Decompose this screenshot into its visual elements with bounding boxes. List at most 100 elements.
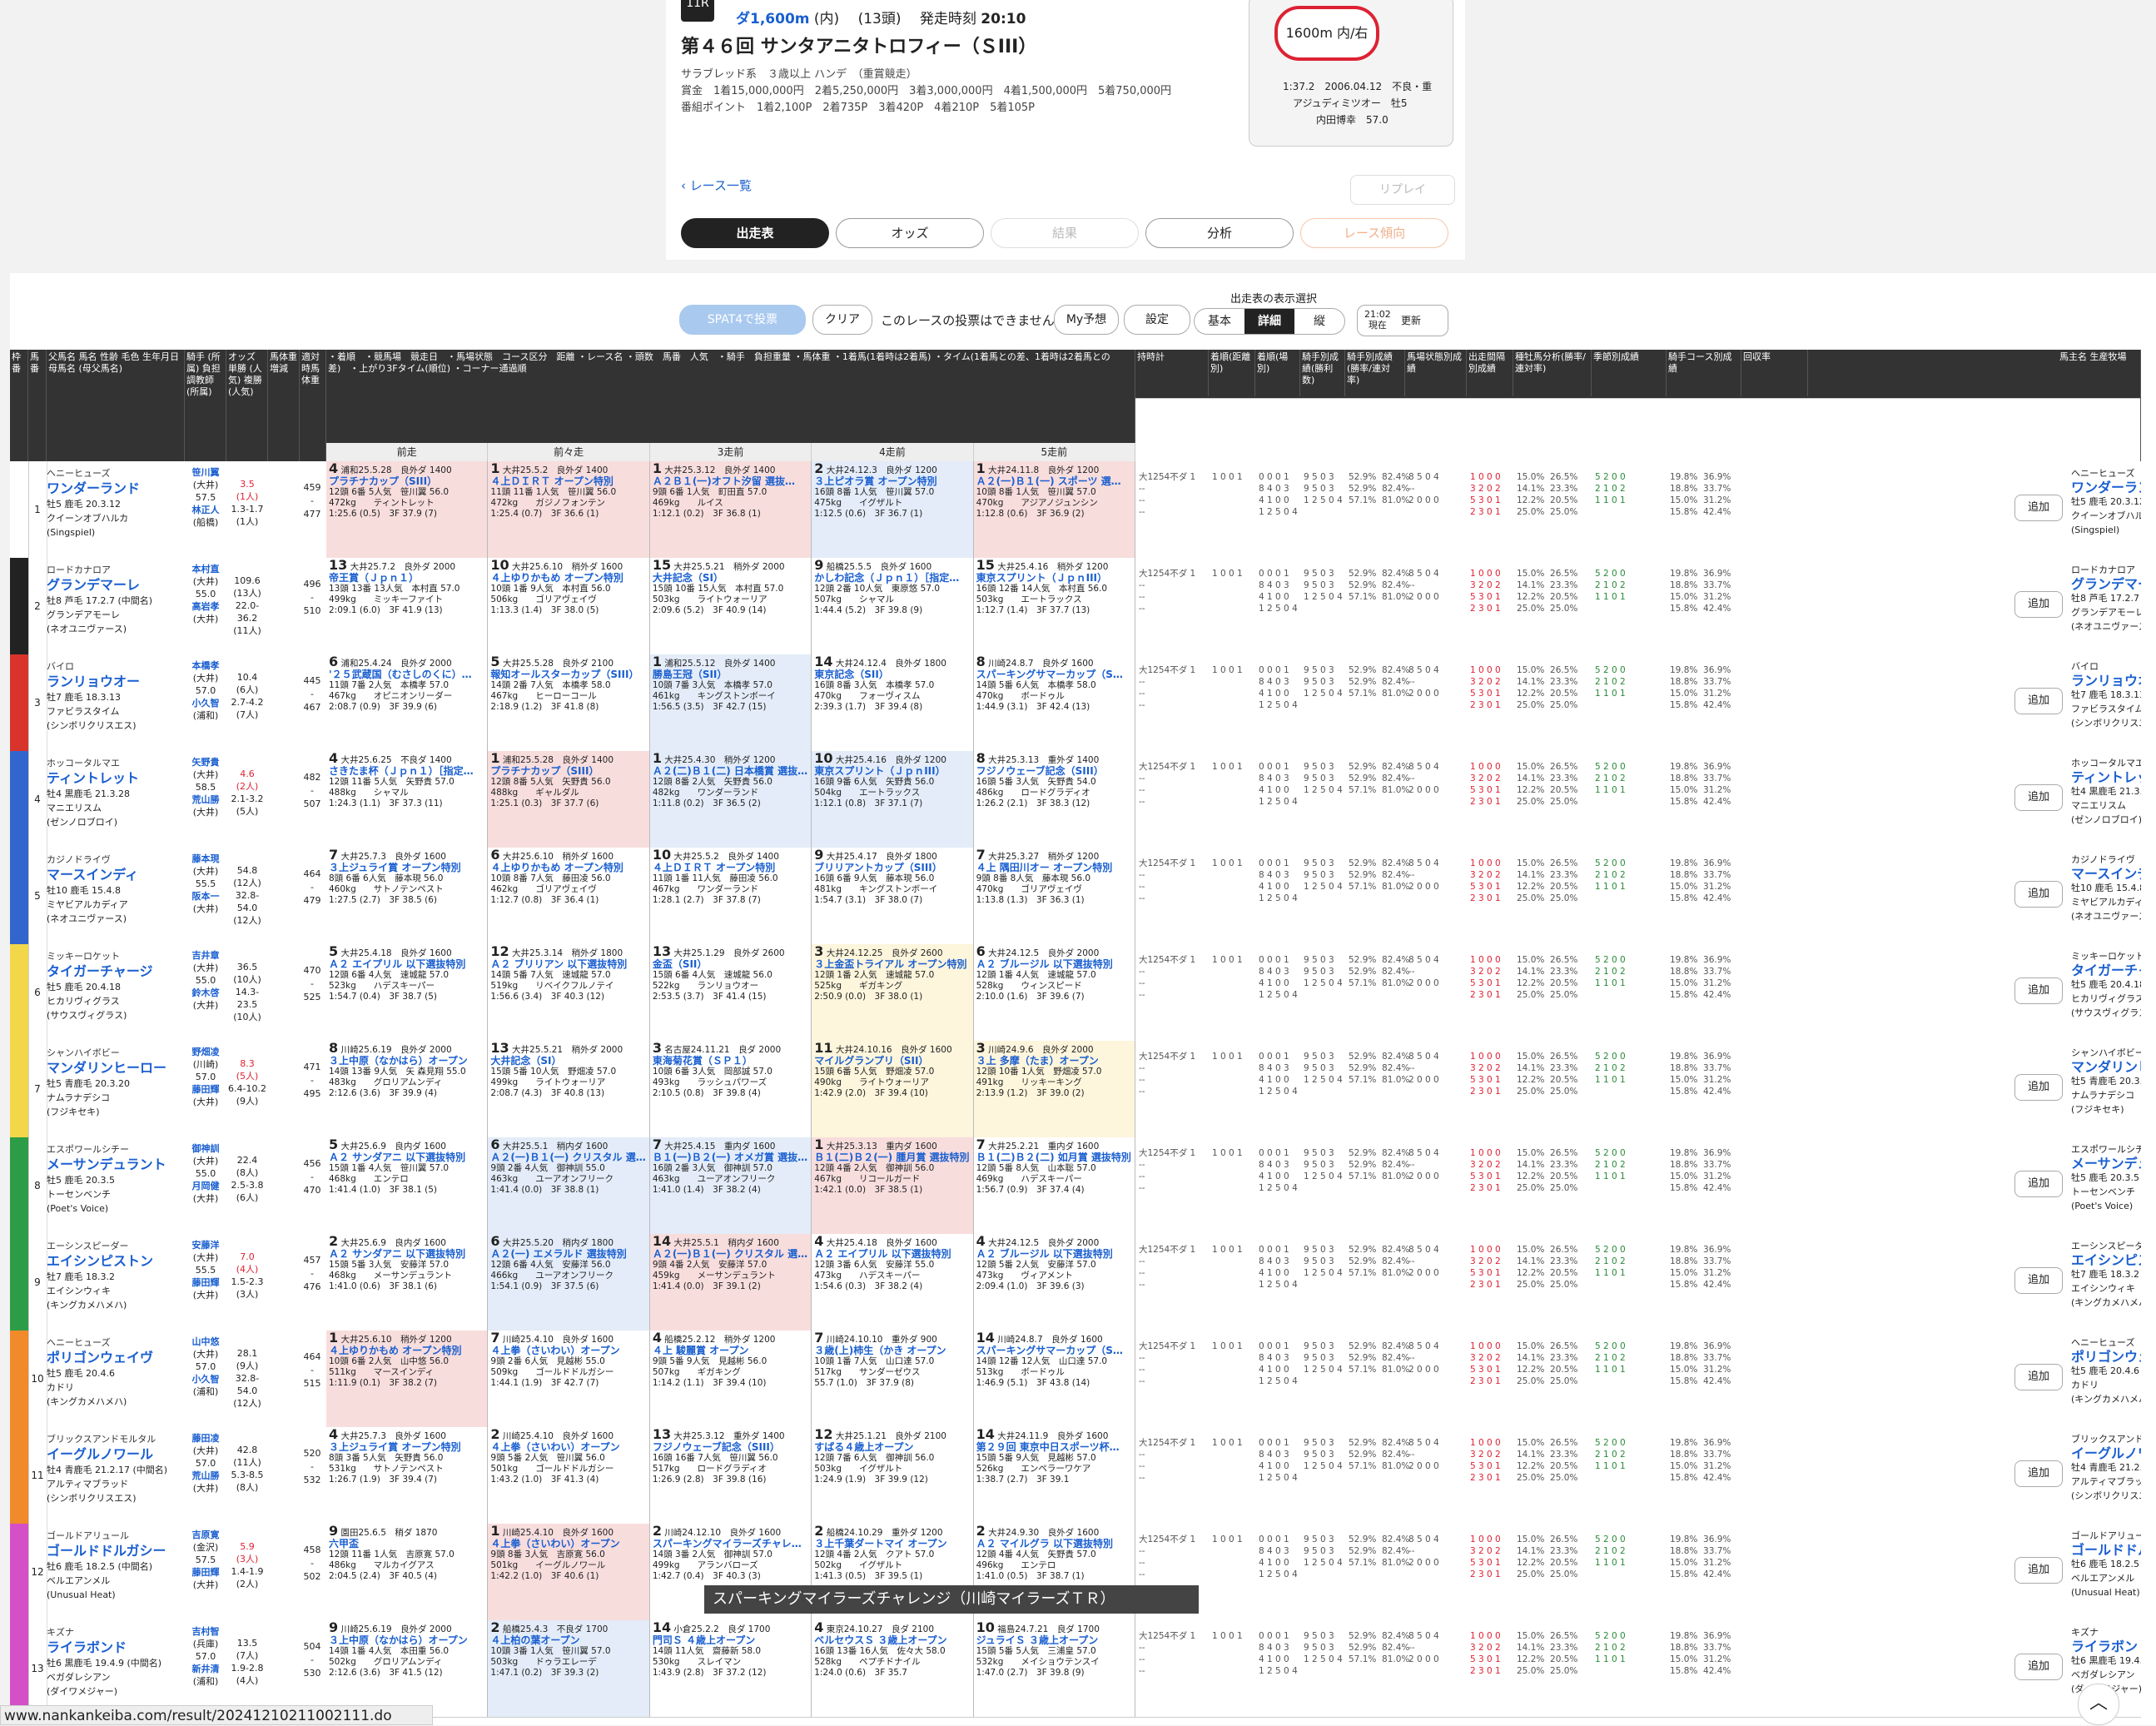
jockey-link[interactable]: 藤本現 <box>191 853 220 864</box>
past-race-cell[interactable]: 7 大井25.4.15 重内ダ 1600 Ｂ１(一)Ｂ２(一) オメガ賞 選抜…… <box>649 1137 812 1234</box>
past-race-name[interactable]: マイルグランプリ（SII） <box>814 1055 929 1067</box>
past-race-name[interactable]: フジノウェーブ記念（SIII） <box>976 765 1104 777</box>
past-race-cell[interactable]: 6 大井25.6.10 稍外ダ 1600 ４上ゆりかもめ オープン特別 10頭 … <box>488 848 650 944</box>
display-basic[interactable]: 基本 <box>1208 315 1231 328</box>
past-race-cell[interactable]: 10 大井25.5.2 良外ダ 1400 ４上ＤＩＲＴ オープン特別 11頭 1… <box>650 848 812 944</box>
past-race-cell[interactable]: 5 大井25.4.18 良外ダ 1600 Ａ２ エイプリル 以下選抜特別 12頭… <box>326 944 489 1041</box>
horse-name-link[interactable]: ランリョウオー <box>47 674 141 689</box>
jockey-link[interactable]: 藤田凌 <box>191 1433 220 1444</box>
replay-button[interactable]: リプレイ <box>1350 175 1455 205</box>
past-race-cell[interactable]: 4 東京24.10.27 良ダ 2100 ベルセウスＳ ３歳上オープン 16頭 … <box>812 1620 974 1717</box>
past-race-cell[interactable]: 9 大井25.4.17 良外ダ 1800 ブリリアントカップ（SIII） 16頭… <box>812 848 974 944</box>
tab-odds[interactable]: オッズ <box>836 218 984 248</box>
past-race-cell[interactable]: 7 大井25.2.21 重内ダ 1600 Ｂ１(二)Ｂ２(二) 如月賞 選抜特別… <box>974 1137 1136 1234</box>
horse-name-link[interactable]: マースインディ <box>47 867 139 883</box>
past-race-name[interactable]: 報知オールスターカップ（SIII） <box>490 669 639 680</box>
past-race-cell[interactable]: 9 川崎25.6.19 良外ダ 2000 ３上中原（なかはら）オープン 14頭 … <box>326 1620 489 1717</box>
past-race-name[interactable]: ４上拳（さいわい）オープン <box>490 1538 620 1549</box>
past-race-name[interactable]: ブリリアントカップ（SIII） <box>814 862 942 873</box>
past-race-name[interactable]: ３上ジュライ賞 オープン特別 <box>329 1441 461 1453</box>
past-race-name[interactable]: ３歳(上)柿生（かき オープン <box>814 1345 946 1356</box>
past-race-cell[interactable]: 13 大井25.7.2 良外ダ 2000 帝王賞（Ｊｐｎ１） 13頭 13番 1… <box>326 558 489 654</box>
past-race-name[interactable]: Ａ２ マイルグラ 以下選抜特別 <box>976 1538 1113 1549</box>
past-race-name[interactable]: スパーキングサマーカップ（S… <box>976 669 1123 680</box>
horse-name-link[interactable]: ライラボンド <box>47 1639 127 1655</box>
past-race-cell[interactable]: 6 浦和25.4.24 良外ダ 2000 '２５武蔵国（むさしのくに）… 11頭… <box>326 654 489 751</box>
tab-results[interactable]: 結果 <box>991 218 1139 248</box>
past-race-cell[interactable]: 4 大井25.7.3 良外ダ 1600 ３上ジュライ賞 オープン特別 8頭 3番… <box>326 1427 489 1524</box>
trainer-link[interactable]: 小久智 <box>191 1374 220 1385</box>
past-race-name[interactable]: フジノウェーブ記念（SIII） <box>652 1441 780 1453</box>
past-race-name[interactable]: Ａ２(二)Ｂ１(二) 日本橋賞 選抜… <box>652 765 808 777</box>
past-race-cell[interactable]: 10 大井25.4.16 良外ダ 1200 東京スプリント（ＪｐｎIII） 16… <box>812 751 974 848</box>
past-race-cell[interactable]: 12 大井25.1.21 良外ダ 2100 すばる４歳上オープン 12頭 7番 … <box>812 1427 974 1524</box>
past-race-cell[interactable]: 1 浦和25.5.28 良外ダ 1400 プラチナカップ（SIII） 12頭 8… <box>488 751 650 848</box>
past-race-cell[interactable]: 13 大井25.1.29 良外ダ 2600 金盃（SII） 15頭 6番 4人気… <box>650 944 812 1041</box>
trainer-link[interactable]: 藤田輝 <box>191 1567 220 1578</box>
add-favorite-button[interactable]: 追加 <box>2014 1267 2063 1294</box>
past-race-cell[interactable]: 1 川崎25.4.10 良外ダ 1600 ４上拳（さいわい）オープン 9頭 8番… <box>488 1524 650 1620</box>
past-race-name[interactable]: ３上ピオラ賞 オープン特別 <box>814 475 937 487</box>
past-race-cell[interactable]: 10 大井25.6.10 稍外ダ 1600 ４上ゆりかもめ オープン特別 10頭… <box>488 558 650 654</box>
spat4-vote-button[interactable]: SPAT4で投票 <box>679 305 806 335</box>
race-list-link[interactable]: ‹ レース一覧 <box>681 178 753 193</box>
past-race-name[interactable]: ４上ゆりかもめ オープン特別 <box>490 862 623 873</box>
past-race-name[interactable]: Ｂ１(二)Ｂ２(二) 如月賞 選抜特別 <box>976 1151 1131 1163</box>
past-race-name[interactable]: Ａ２ ブルージル 以下選抜特別 <box>976 958 1113 970</box>
past-race-cell[interactable]: 7 大井25.3.27 稍外ダ 1200 ４上 隅田川オー オープン特別 9頭 … <box>974 848 1136 944</box>
past-race-name[interactable]: ３上 多摩（たま）オープン <box>976 1055 1099 1067</box>
past-race-name[interactable]: Ａ２ ブルージル 以下選抜特別 <box>976 1248 1113 1260</box>
past-race-name[interactable]: 門司Ｓ ４歳上オープン <box>652 1634 756 1646</box>
past-race-cell[interactable]: 2 大井24.12.3 良外ダ 1200 ３上ピオラ賞 オープン特別 16頭 8… <box>812 461 974 558</box>
past-race-name[interactable]: ３上中原（なかはら）オープン <box>329 1055 468 1067</box>
past-race-name[interactable]: 大井記念（SI） <box>490 1055 562 1067</box>
past-race-cell[interactable]: 4 大井25.4.18 良外ダ 1600 Ａ２ エイプリル 以下選抜特別 12頭… <box>812 1234 974 1331</box>
past-race-cell[interactable]: 3 名古屋24.11.21 良ダ 2000 東海菊花賞（ＳＰ１） 10頭 6番 … <box>650 1041 812 1137</box>
past-race-cell[interactable]: 15 大井25.5.21 稍外ダ 2000 大井記念（SI） 15頭 10番 1… <box>650 558 812 654</box>
past-race-cell[interactable]: 2 大井25.6.9 良内ダ 1600 Ａ２ サンダアニ 以下選抜特別 15頭 … <box>326 1234 489 1331</box>
past-race-name[interactable]: スパーキングマイラーズチャレ… <box>652 1538 802 1549</box>
past-race-name[interactable]: Ａ２ エイプリル 以下選抜特別 <box>814 1248 951 1260</box>
past-race-name[interactable]: ４上 隅田川オー オープン特別 <box>976 862 1113 873</box>
past-race-cell[interactable]: 3 大井24.12.25 良外ダ 2600 ３上金盃トライアル オープン特別 1… <box>812 944 974 1041</box>
past-race-cell[interactable]: 2 川崎25.4.10 良外ダ 1600 ４上拳（さいわい）オープン 9頭 5番… <box>488 1427 650 1524</box>
past-race-cell[interactable]: 6 大井24.12.5 良外ダ 2000 Ａ２ ブルージル 以下選抜特別 12頭… <box>974 944 1136 1041</box>
jockey-link[interactable]: 笹川翼 <box>191 467 220 478</box>
trainer-link[interactable]: 高岩孝 <box>191 601 220 612</box>
jockey-link[interactable]: 吉村智 <box>191 1626 220 1637</box>
past-race-name[interactable]: ４上ゆりかもめ オープン特別 <box>490 572 623 584</box>
add-favorite-button[interactable]: 追加 <box>2014 1364 2063 1390</box>
past-race-name[interactable]: Ａ２(一) エメラルド 選抜特別 <box>490 1248 627 1260</box>
display-detail[interactable]: 詳細 <box>1244 309 1294 334</box>
jockey-link[interactable]: 本橋孝 <box>191 660 220 671</box>
past-race-name[interactable]: ４上 駿麗賞 オープン <box>652 1345 749 1356</box>
past-race-cell[interactable]: 11 大井24.10.16 良外ダ 1600 マイルグランプリ（SII） 15頭… <box>812 1041 974 1137</box>
past-race-cell[interactable]: 4 大井25.6.25 不良ダ 1400 さきたま杯（Ｊｐｎ１）［指定… 12頭… <box>326 751 489 848</box>
past-race-name[interactable]: スパーキングサマーカップ（S… <box>976 1345 1123 1356</box>
settings-button[interactable]: 設定 <box>1124 305 1190 335</box>
trainer-link[interactable]: 鈴木啓 <box>191 987 220 998</box>
past-race-name[interactable]: ３上中原（なかはら）オープン <box>329 1634 468 1646</box>
past-race-cell[interactable]: 2 大井24.9.30 良外ダ 1600 Ａ２ マイルグラ 以下選抜特別 12頭… <box>974 1524 1136 1620</box>
past-race-cell[interactable]: 7 川崎24.10.10 重外ダ 900 ３歳(上)柿生（かき オープン 10頭… <box>812 1331 974 1427</box>
trainer-link[interactable]: 藤田輝 <box>191 1084 220 1095</box>
past-race-name[interactable]: Ａ２(一)Ｂ１(一) スポーツ 選… <box>976 475 1121 487</box>
clear-button[interactable]: クリア <box>812 305 872 335</box>
past-race-cell[interactable]: 2 川崎24.12.10 良外ダ 1600 スパーキングマイラーズチャレ… 14… <box>650 1524 812 1620</box>
horse-name-link[interactable]: グランデマーレ <box>47 577 141 593</box>
display-vertical[interactable]: 縦 <box>1314 315 1325 328</box>
past-race-name[interactable]: ４上拳（さいわい）オープン <box>490 1441 620 1453</box>
past-race-cell[interactable]: 1 大井25.6.10 稍外ダ 1200 ４上ゆりかもめ オープン特別 10頭 … <box>326 1331 489 1427</box>
past-race-name[interactable]: Ａ２(一)Ｂ１(一) クリスタル 選… <box>490 1151 646 1163</box>
past-race-cell[interactable]: 5 大井25.6.9 良内ダ 1600 Ａ２ サンダアニ 以下選抜特別 15頭 … <box>326 1137 489 1234</box>
past-race-cell[interactable]: 10 福島24.7.21 良ダ 1700 ジュライＳ ３歳上オープン 15頭 5… <box>974 1620 1136 1717</box>
past-race-name[interactable]: ４上ＤＩＲＴ オープン特別 <box>652 862 776 873</box>
past-race-name[interactable]: ４上ゆりかもめ オープン特別 <box>329 1345 462 1356</box>
jockey-link[interactable]: 安藤洋 <box>191 1240 220 1251</box>
trainer-link[interactable]: 林正人 <box>191 505 220 515</box>
add-favorite-button[interactable]: 追加 <box>2014 688 2063 714</box>
past-race-cell[interactable]: 13 大井25.5.21 稍外ダ 2000 大井記念（SI） 15頭 5番 10… <box>488 1041 650 1137</box>
past-race-cell[interactable]: 3 川崎24.9.6 良外ダ 2000 ３上 多摩（たま）オープン 12頭 10… <box>973 1041 1136 1137</box>
my-prediction-button[interactable]: My予想 <box>1054 305 1119 335</box>
past-race-cell[interactable]: 8 大井25.3.13 重外ダ 1400 フジノウェーブ記念（SIII） 16頭… <box>974 751 1136 848</box>
